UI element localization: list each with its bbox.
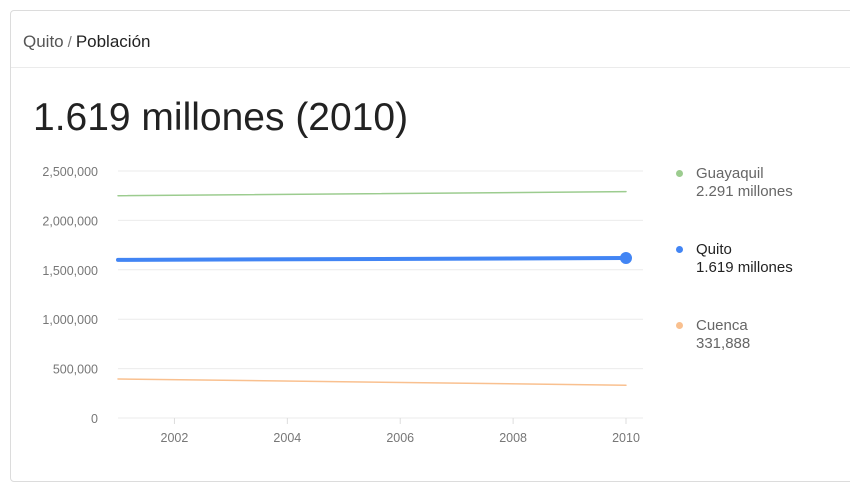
- header-divider: [11, 67, 850, 68]
- y-tick-label: 2,000,000: [42, 214, 98, 228]
- series-line-quito: [116, 256, 628, 262]
- y-tick-label: 0: [91, 412, 98, 426]
- population-headline: 1.619 millones (2010): [33, 96, 409, 139]
- y-tick-label: 2,500,000: [42, 165, 98, 179]
- series-endpoint-quito: [620, 252, 632, 265]
- x-tick-label: 2006: [386, 431, 414, 445]
- legend-series-value: 2.291 millones: [696, 183, 793, 200]
- x-tick-label: 2004: [273, 431, 301, 445]
- legend-series-name: Quito: [696, 241, 732, 258]
- population-line-chart: 0 500,000 1,000,000 1,500,000 2,000,000 2,500…: [42, 165, 643, 445]
- legend-dot-icon: [676, 170, 683, 177]
- legend-series-name: Cuenca: [696, 317, 748, 334]
- y-tick-label: 1,000,000: [42, 313, 98, 327]
- breadcrumb-topic: Población: [75, 32, 151, 51]
- legend-series-value: 331,888: [696, 335, 751, 352]
- breadcrumb: Quito / Población: [23, 32, 150, 52]
- y-tick-label: 1,500,000: [42, 264, 98, 278]
- x-tick-label: 2002: [161, 431, 189, 445]
- legend-series-value: 1.619 millones: [696, 259, 793, 276]
- y-tick-label: 500,000: [53, 363, 98, 377]
- x-tick-label: 2008: [499, 431, 527, 445]
- x-tick-label: 2010: [612, 431, 640, 445]
- legend-series-name: Guayaquil: [696, 165, 764, 182]
- breadcrumb-separator: /: [67, 34, 72, 51]
- legend-dot-icon: [676, 246, 683, 253]
- series-line-guayaquil: [117, 190, 627, 197]
- series-line-cuenca: [117, 378, 627, 386]
- knowledge-card: [10, 10, 850, 482]
- legend-dot-icon: [676, 322, 683, 329]
- breadcrumb-place[interactable]: Quito: [23, 32, 64, 51]
